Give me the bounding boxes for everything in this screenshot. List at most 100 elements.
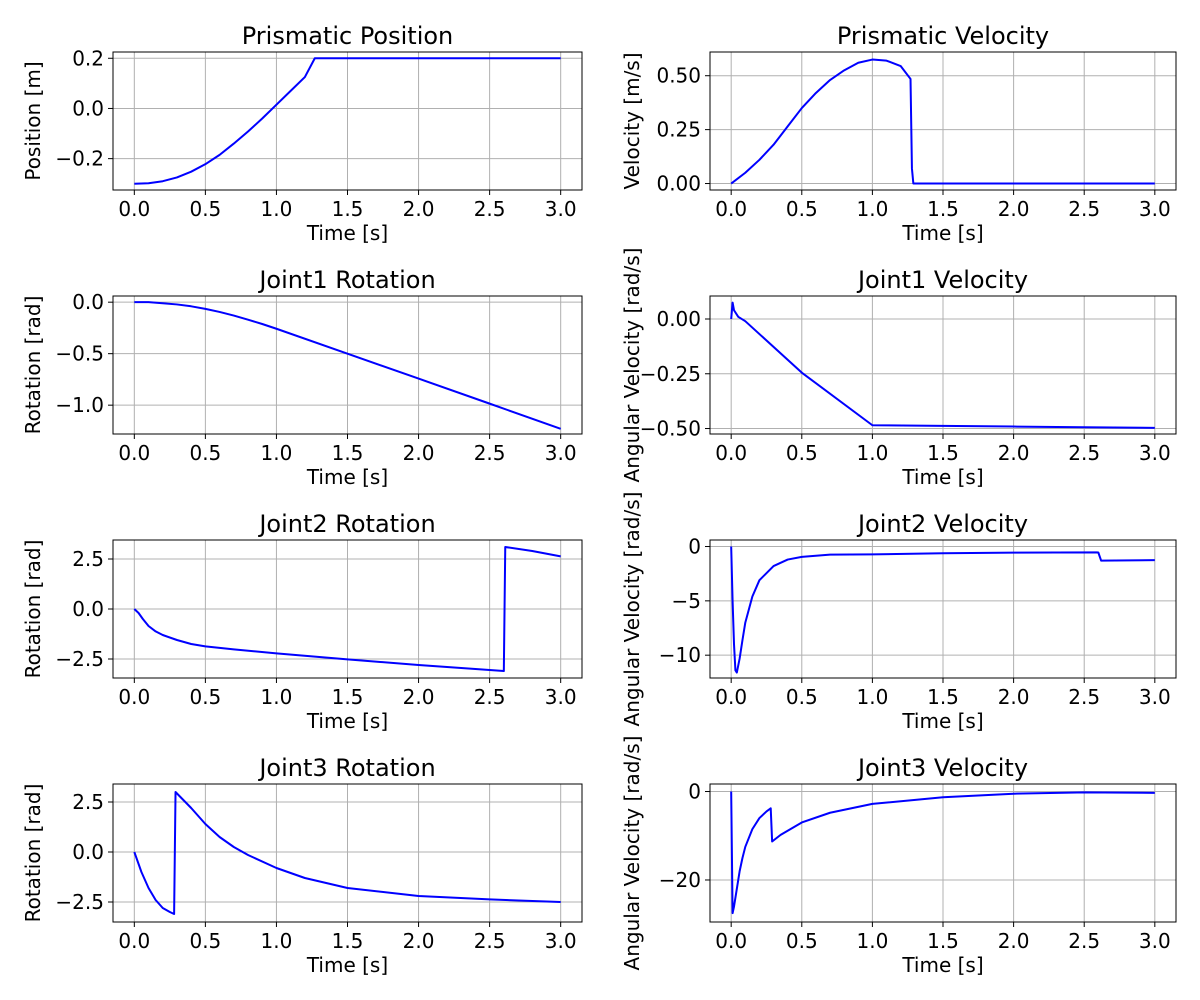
x-tick-label: 2.5 [474,441,506,465]
x-tick-label: 0.0 [715,197,747,221]
x-tick-label: 2.5 [1068,441,1100,465]
y-tick-label: 0.25 [656,118,701,142]
x-tick-label: 1.0 [856,197,888,221]
x-tick-label: 0.5 [786,929,818,953]
y-axis-label: Rotation [rad] [21,296,45,435]
series-line [730,58,1155,185]
series-line [730,546,1155,674]
x-tick-label: 0.5 [189,929,221,953]
x-tick-label: 2.5 [1068,685,1100,709]
y-tick-label: −0.25 [640,362,701,386]
x-tick-label: 3.0 [1139,929,1171,953]
subplot-7: 0.0 0.5 1.0 1.5 2.0 2.5 3.0 −2.5 0.0 2.5 Joint3 Ro… [21,754,583,977]
y-tick-label: −1.0 [55,393,104,417]
y-tick-label: 2.5 [72,547,104,571]
x-tick-label: 3.0 [545,929,577,953]
x-axis-label: Time [s] [306,465,388,489]
x-tick-label: 0.5 [189,197,221,221]
x-axis-label: Time [s] [306,953,388,977]
x-tick-label: 0.0 [715,929,747,953]
y-axis-label: Position [m] [21,61,45,180]
x-tick-label: 0.0 [715,685,747,709]
x-tick-label: 1.0 [856,441,888,465]
y-tick-label: 2.5 [72,790,104,814]
y-tick-label: −0.50 [640,417,701,441]
x-tick-label: 1.0 [856,685,888,709]
subplot-6: 0.0 0.5 1.0 1.5 2.0 2.5 3.0 −10 −5 0 Joint2 Veloci… [620,492,1177,733]
subplot-title: Joint2 Velocity [856,510,1028,538]
x-tick-label: 0.5 [786,685,818,709]
x-tick-label: 1.0 [856,929,888,953]
y-tick-label: 0.00 [656,307,701,331]
subplot-5: 0.0 0.5 1.0 1.5 2.0 2.5 3.0 −2.5 0.0 2.5 Joint2 Ro… [21,510,583,733]
y-tick-label: 0 [688,535,701,559]
x-tick-label: 1.5 [332,685,364,709]
series-line [730,301,1155,429]
x-tick-label: 2.0 [998,441,1030,465]
subplot-title: Prismatic Velocity [837,22,1049,50]
y-tick-label: −2.5 [55,890,104,914]
x-tick-label: 2.5 [474,197,506,221]
y-tick-label: −0.2 [55,147,104,171]
x-tick-label: 2.5 [1068,197,1100,221]
x-tick-label: 0.0 [118,929,150,953]
subplot-title: Joint1 Velocity [856,266,1028,294]
y-tick-label: 0.0 [72,840,104,864]
subplot-title: Joint3 Velocity [856,754,1028,782]
y-axis-label: Velocity [m/s] [620,52,644,189]
x-axis-label: Time [s] [306,709,388,733]
x-tick-label: 3.0 [545,685,577,709]
x-tick-label: 0.0 [118,197,150,221]
series-line [134,57,561,185]
x-tick-label: 1.5 [927,685,959,709]
subplot-title: Prismatic Position [242,22,454,50]
y-tick-label: 0.00 [656,172,701,196]
x-tick-label: 1.5 [332,197,364,221]
x-tick-label: 0.0 [118,441,150,465]
subplot-title: Joint3 Rotation [257,754,435,782]
x-tick-label: 1.0 [261,929,293,953]
series-line [133,791,561,915]
subplot-title: Joint2 Rotation [257,510,435,538]
x-tick-label: 1.0 [261,685,293,709]
subplot-1: 0.0 0.5 1.0 1.5 2.0 2.5 3.0 −0.2 0.0 0.2 Prismatic… [21,22,583,245]
y-axis-label: Rotation [rad] [21,540,45,679]
x-tick-label: 2.0 [403,929,435,953]
x-axis-label: Time [s] [901,709,983,733]
x-tick-label: 3.0 [1139,685,1171,709]
x-tick-label: 1.5 [927,929,959,953]
subplot-2: 0.0 0.5 1.0 1.5 2.0 2.5 3.0 0.00 0.25 0.50 Prismat… [620,22,1177,245]
y-tick-label: 0.0 [72,290,104,314]
x-tick-label: 2.0 [998,197,1030,221]
x-tick-label: 1.0 [261,441,293,465]
x-tick-label: 3.0 [545,197,577,221]
y-tick-label: 0.0 [72,597,104,621]
x-tick-label: 0.5 [189,441,221,465]
y-tick-label: 0.2 [72,46,104,70]
x-tick-label: 1.5 [332,441,364,465]
x-tick-label: 3.0 [1139,441,1171,465]
x-tick-label: 3.0 [545,441,577,465]
y-tick-label: 0.50 [656,64,701,88]
x-tick-label: 1.5 [927,197,959,221]
y-tick-label: −20 [659,868,701,892]
x-tick-label: 1.0 [261,197,293,221]
x-tick-label: 0.0 [118,685,150,709]
subplot-title: Joint1 Rotation [257,266,435,294]
x-tick-label: 1.5 [927,441,959,465]
y-tick-label: −10 [659,643,701,667]
subplot-4: 0.0 0.5 1.0 1.5 2.0 2.5 3.0 −0.50 −0.25 0.00 Joint… [620,248,1177,489]
y-tick-label: −5 [672,589,701,613]
y-axis-label: Angular Velocity [rad/s] [620,736,644,971]
series-line [730,791,1155,915]
x-axis-label: Time [s] [901,221,983,245]
series-line [133,546,561,672]
y-axis-label: Rotation [rad] [21,784,45,923]
series-line [134,301,562,430]
x-tick-label: 2.0 [403,197,435,221]
x-tick-label: 2.0 [998,685,1030,709]
x-tick-label: 0.5 [786,197,818,221]
subplot-8: 0.0 0.5 1.0 1.5 2.0 2.5 3.0 −20 0 Joint3 Velocity… [620,736,1177,977]
y-axis-label: Angular Velocity [rad/s] [620,248,644,483]
